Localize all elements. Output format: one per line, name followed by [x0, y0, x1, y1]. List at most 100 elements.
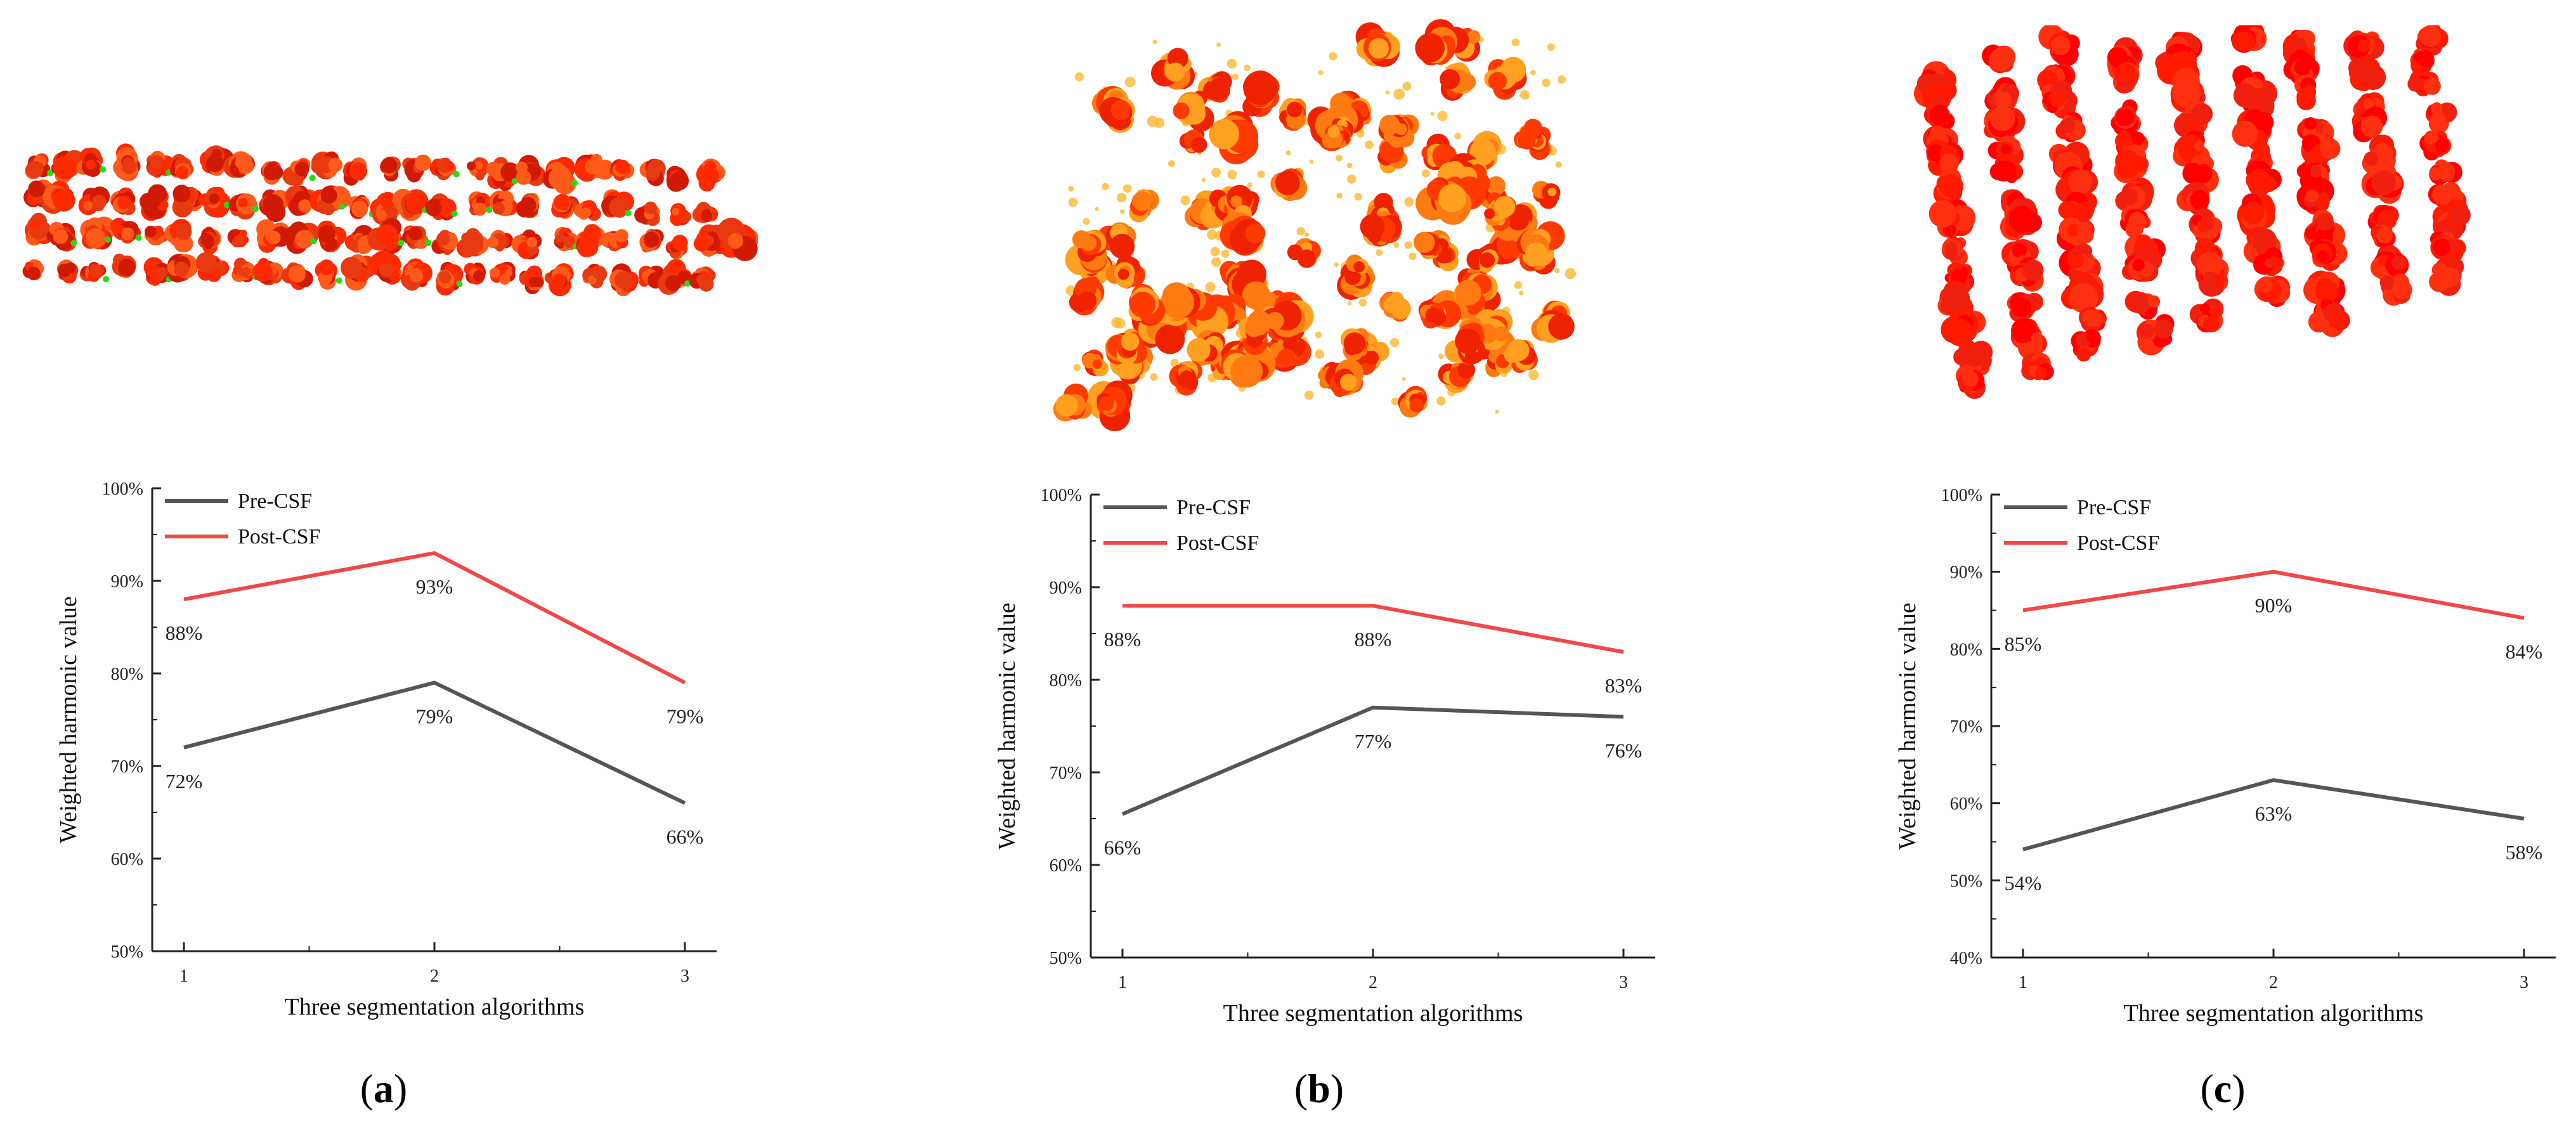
tree-crown	[1444, 323, 1486, 366]
tree-crown	[551, 193, 580, 219]
tree-crown	[1933, 167, 1963, 206]
tree-crown	[46, 221, 77, 252]
scatter-point	[1168, 160, 1175, 167]
x-axis-label: Three segmentation algorithms	[1223, 1000, 1523, 1027]
ground-point	[47, 169, 54, 176]
scatter-point	[1257, 170, 1265, 178]
tree-crown	[486, 157, 521, 192]
x-tick-label: 1	[179, 966, 188, 986]
tree-crown	[1514, 119, 1543, 150]
ground-point	[456, 280, 463, 287]
tree-crown	[1379, 292, 1411, 322]
scatter-point	[1285, 150, 1291, 156]
scatter-point	[1514, 281, 1523, 289]
tree-crown	[2010, 318, 2047, 360]
legend-label: Post-CSF	[238, 525, 320, 549]
tree-crown	[252, 257, 283, 286]
tree-crown	[1072, 230, 1107, 263]
scatter-point	[1346, 162, 1353, 169]
scatter-point	[1111, 317, 1122, 328]
tree-crown	[1955, 365, 1986, 399]
tree-crown	[2195, 251, 2229, 297]
tree-crown	[554, 226, 580, 252]
scatter-point	[1315, 349, 1325, 359]
tree-crown	[231, 257, 256, 283]
tree-crown	[315, 259, 338, 290]
tree-crown	[25, 153, 51, 179]
scatter-point	[1304, 390, 1314, 400]
ground-point	[339, 203, 346, 210]
tree-crown	[1485, 350, 1512, 377]
tree-crown	[41, 180, 75, 214]
tree-crown	[1531, 301, 1575, 343]
tree-crown	[2371, 221, 2396, 248]
tree-crown	[1414, 230, 1450, 259]
scatter-point	[1511, 38, 1520, 47]
tree-crown	[2233, 77, 2278, 120]
legend-label: Pre-CSF	[1176, 496, 1251, 519]
tree-crown	[609, 263, 639, 297]
scatter-point	[1073, 363, 1081, 372]
y-tick-label: 60%	[1950, 795, 1982, 814]
ground-point	[625, 210, 632, 217]
scatter-point	[1124, 76, 1136, 88]
scatter-point	[1393, 88, 1405, 100]
tree-crown	[1187, 330, 1226, 367]
tree-crown	[2303, 270, 2346, 308]
tree-crown	[1209, 111, 1259, 165]
scatter-point	[1358, 299, 1367, 307]
tree-crown	[1129, 189, 1159, 223]
ground-point	[425, 239, 432, 246]
tree-crown	[2189, 298, 2224, 333]
data-label: 88%	[166, 621, 203, 644]
tree-crown	[2021, 353, 2054, 380]
y-axis-label: Weighted harmonic value	[994, 602, 1020, 849]
tree-crown	[368, 250, 402, 285]
tree-crown	[2407, 70, 2441, 96]
tree-crown	[80, 216, 116, 250]
tree-crown	[696, 159, 725, 192]
scatter-point	[1074, 72, 1084, 82]
tree-crown	[1239, 310, 1272, 355]
tree-crown	[1179, 129, 1207, 153]
y-tick-label: 60%	[1050, 856, 1082, 876]
data-label: 88%	[1104, 628, 1142, 651]
scatter-point	[1122, 184, 1132, 193]
tree-crown	[1105, 255, 1145, 289]
tree-crown	[1278, 98, 1306, 131]
y-tick-label: 70%	[1050, 763, 1082, 783]
scatter-point	[1436, 396, 1446, 406]
tree-crown	[1069, 276, 1105, 316]
tree-crown	[309, 185, 351, 216]
data-label: 72%	[166, 770, 203, 793]
tree-crown	[693, 224, 729, 257]
data-label: 66%	[667, 825, 704, 848]
scatter-point	[1386, 90, 1390, 94]
tree-crown	[1091, 86, 1135, 133]
scatter-point	[1376, 249, 1383, 256]
tree-crown	[2430, 231, 2466, 263]
point-cloud-image-a	[22, 143, 758, 297]
tree-crown	[1516, 221, 1565, 267]
scatter-point	[1564, 268, 1577, 280]
x-tick-label: 1	[2019, 973, 2027, 992]
tree-crown	[285, 185, 317, 216]
scatter-point	[1211, 167, 1221, 178]
tree-crown	[1944, 262, 1974, 295]
tree-crown	[198, 226, 221, 255]
x-axis-label: Three segmentation algorithms	[285, 994, 585, 1020]
tree-crown	[2037, 63, 2076, 96]
ground-point	[223, 202, 230, 209]
y-tick-label: 90%	[111, 572, 143, 592]
tree-crown	[2428, 182, 2467, 217]
data-label: 63%	[2255, 802, 2293, 825]
tree-crown	[489, 261, 516, 285]
scatter-point	[1542, 78, 1551, 88]
tree-crown	[1343, 254, 1369, 287]
ground-point	[103, 276, 110, 283]
tree-crown	[198, 186, 231, 218]
tree-crown	[467, 157, 490, 181]
data-label: 84%	[2506, 640, 2543, 663]
scatter-point	[1315, 331, 1322, 339]
scatter-point	[1068, 186, 1074, 192]
